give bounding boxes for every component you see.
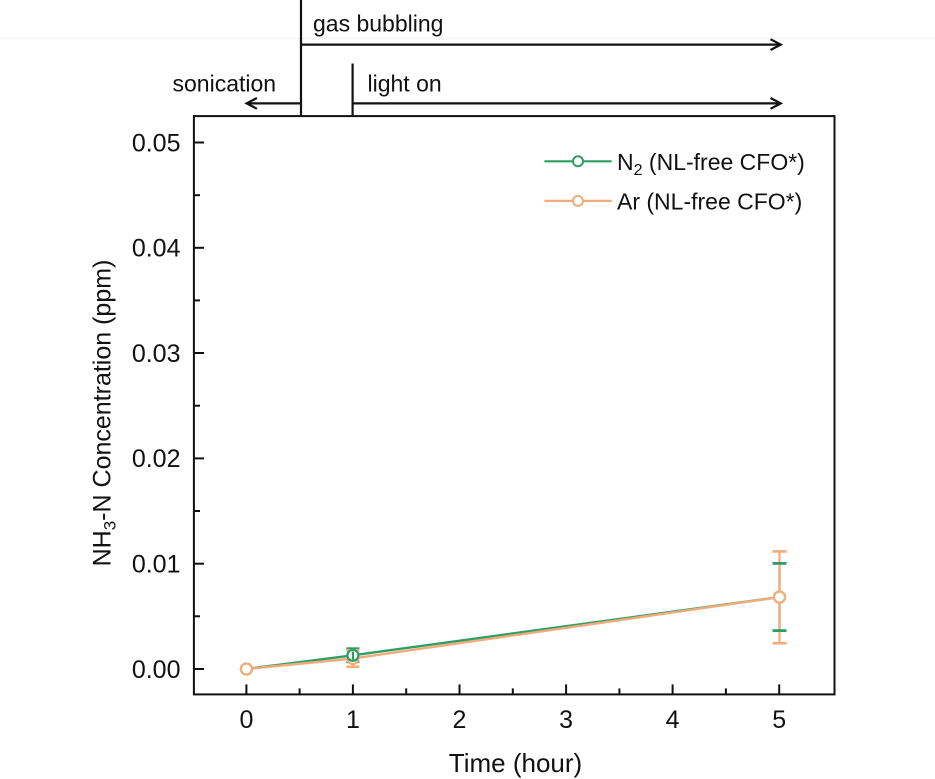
- svg-text:3: 3: [559, 706, 573, 734]
- svg-text:0.02: 0.02: [132, 445, 181, 473]
- svg-text:0.03: 0.03: [132, 340, 181, 368]
- svg-text:sonication: sonication: [173, 71, 277, 97]
- svg-text:Time (hour): Time (hour): [449, 748, 582, 778]
- svg-text:NH3-N Concentration (ppm): NH3-N Concentration (ppm): [89, 260, 120, 567]
- svg-text:N2 (NL-free CFO*): N2 (NL-free CFO*): [617, 149, 805, 179]
- svg-text:Ar (NL-free CFO*): Ar (NL-free CFO*): [617, 189, 802, 215]
- svg-text:0.01: 0.01: [132, 551, 181, 579]
- svg-text:2: 2: [453, 706, 467, 734]
- svg-text:0.04: 0.04: [132, 235, 181, 263]
- svg-text:4: 4: [666, 706, 680, 734]
- svg-text:0.05: 0.05: [132, 129, 181, 157]
- svg-text:gas bubbling: gas bubbling: [313, 11, 443, 37]
- svg-text:1: 1: [346, 706, 360, 734]
- svg-text:0: 0: [239, 706, 253, 734]
- svg-text:0.00: 0.00: [132, 656, 181, 684]
- svg-text:light on: light on: [368, 71, 442, 97]
- svg-text:5: 5: [772, 706, 786, 734]
